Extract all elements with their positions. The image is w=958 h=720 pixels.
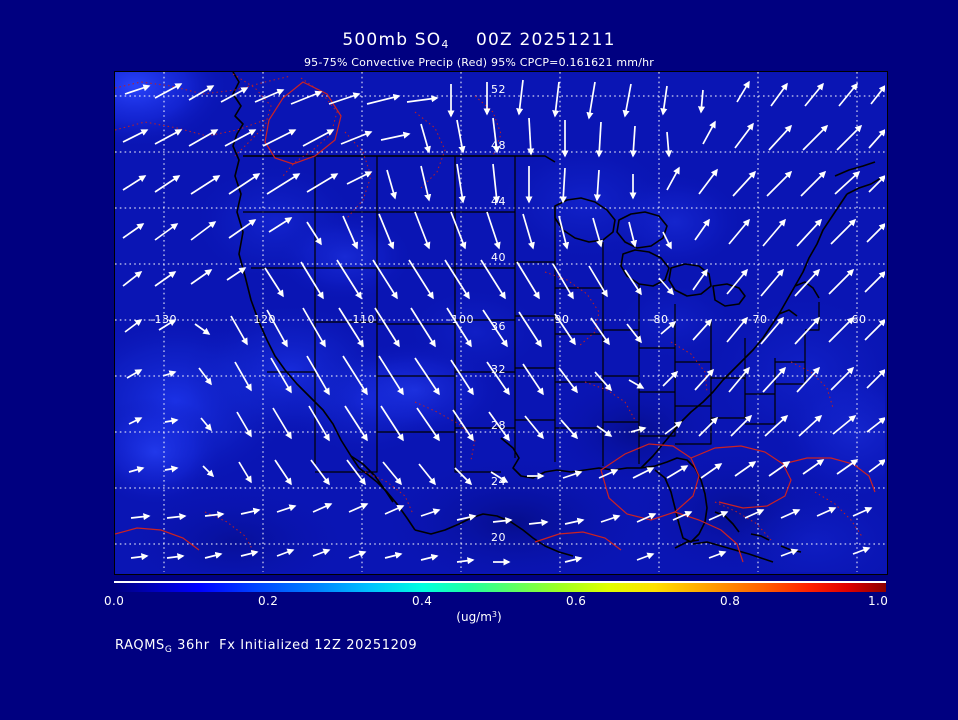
title-species-subscript: 4 [441,38,450,51]
map-plot-area[interactable]: 52 48 44 40 36 32 28 24 20 -130 -120 -11… [114,71,888,575]
colorbar[interactable] [114,581,886,592]
footer-model-subscript: G [164,645,173,655]
colorbar-tick-0: 0.0 [104,594,125,608]
page-title: 500mb SO4 00Z 20251211 [0,30,958,51]
map-svg [115,72,885,572]
wind-vector-field [122,79,885,566]
title-species: 500mb SO [342,30,442,50]
colorbar-tick-3: 0.6 [566,594,587,608]
units-close: ) [497,610,502,624]
title-valid-time: 00Z 20251211 [476,30,616,50]
colorbar-tick-5: 1.0 [868,594,889,608]
footer-model-name: RAQMS [115,638,165,653]
colorbar-tick-1: 0.2 [258,594,279,608]
title-spacer [450,30,476,50]
colorbar-units-label: (ug/m3) [0,610,958,624]
units-open: (ug/m [456,610,492,624]
footer-forecast-info: 36hr Fx Initialized 12Z 20251209 [172,638,418,653]
colorbar-tick-2: 0.4 [412,594,433,608]
subtitle: 95-75% Convective Precip (Red) 95% CPCP=… [303,56,655,69]
colorbar-tick-4: 0.8 [720,594,741,608]
footer-model-info: RAQMSG 36hr Fx Initialized 12Z 20251209 [115,638,417,655]
units-exponent: 3 [491,610,498,619]
